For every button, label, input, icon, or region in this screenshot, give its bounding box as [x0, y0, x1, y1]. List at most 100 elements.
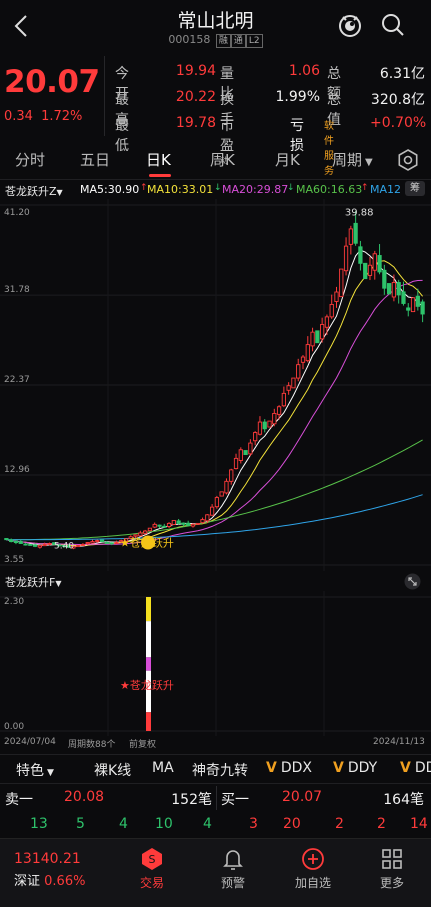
tab-monthly-k[interactable]: 月K [275, 151, 300, 169]
turnover-amount-label: 总额 [327, 66, 341, 102]
assistant-icon[interactable] [337, 12, 363, 38]
open-value: 19.94 [175, 63, 216, 79]
ma-legend: 苍龙跃升Z▼ MA5:30.90 ↑ MA10:33.01 ↓ MA20:29.… [0, 181, 431, 199]
candle-body [410, 297, 416, 313]
connect-tag: 通 [230, 34, 246, 48]
candle-body [315, 330, 320, 344]
ma-line-10 [6, 260, 423, 546]
index-name: 深证 [14, 874, 41, 889]
candle-body [253, 432, 258, 442]
candle-body [61, 544, 66, 547]
candle-body [99, 539, 105, 543]
tab-intraday[interactable]: 分时 [15, 151, 46, 169]
candle-body [28, 543, 33, 546]
chart-grid [0, 199, 431, 571]
candle-body [257, 421, 263, 435]
sell-volume: 5 [76, 816, 85, 832]
svg-text:S: S [149, 853, 156, 866]
sector-change[interactable]: +0.70% [370, 115, 427, 131]
trade-volume-row: 13 5 4 10 4 3 20 2 2 14 [0, 814, 431, 836]
arrow-down-icon: ↓ [214, 183, 222, 193]
sell-volume: 4 [203, 816, 212, 832]
change-amount: 0.34 [4, 109, 33, 124]
buy-volume: 14 [410, 816, 428, 832]
candle-body [329, 303, 334, 318]
candle-body [233, 457, 239, 470]
back-icon[interactable] [12, 14, 30, 38]
nav-alert[interactable]: 预警 [203, 847, 263, 891]
candle-body [186, 522, 191, 526]
candle-body [162, 525, 167, 528]
signal-bar-segment [146, 621, 151, 658]
magic-nine-button[interactable]: 神奇九转 [192, 763, 248, 779]
kline-chart[interactable]: 41.20 31.78 22.37 12.96 3.55 39.88 5.40 ★苍龙跃升 [0, 199, 431, 571]
sell-volume: 13 [30, 816, 48, 832]
candle-body [214, 497, 220, 508]
ma-button[interactable]: MA [152, 760, 174, 776]
candle-body [52, 542, 57, 545]
ma120-value: MA12 [370, 183, 402, 196]
vip-icon: V [266, 760, 277, 776]
sub-indicator-chart[interactable]: 2.30 0.00 ★苍龙跃升 [0, 591, 431, 736]
sector-link[interactable]: 软件服务 [324, 121, 334, 177]
ddz-button[interactable]: VDD [400, 760, 431, 776]
indicator-settings-button[interactable]: 筹 [405, 181, 425, 196]
arrow-up-icon: ↑ [361, 183, 369, 193]
candle-body [13, 540, 19, 543]
order-book-row[interactable]: 卖一 20.08 152笔 买一 20.07 164笔 [0, 786, 431, 810]
candle-body [56, 544, 62, 547]
candle-body [47, 543, 52, 545]
candle-body [18, 541, 23, 544]
level2-tag: L2 [245, 34, 263, 48]
candle-body [190, 523, 196, 527]
caret-down-icon: ▼ [56, 188, 63, 197]
index-ticker[interactable]: 13140.21 深证 0.66% [14, 851, 85, 889]
pe-label: 市盈动 [220, 118, 234, 165]
candle-body [138, 532, 143, 537]
ma-line-20 [6, 279, 423, 545]
candle-body [181, 522, 186, 525]
adjust-mode[interactable]: 前复权 [129, 740, 157, 750]
candle-body [238, 449, 243, 461]
nav-more[interactable]: 更多 [362, 847, 422, 891]
buy-volume: 2 [377, 816, 386, 832]
candle-body [152, 523, 157, 528]
arrow-down-icon: ↓ [287, 183, 295, 193]
ddy-button[interactable]: V DDY [333, 760, 378, 776]
period-count: 周期数88个 [68, 740, 116, 750]
signal-bar-segment [146, 670, 151, 713]
expand-icon[interactable] [404, 573, 421, 590]
ddx-button[interactable]: V DDX [266, 760, 312, 776]
caret-down-icon: ▼ [55, 579, 62, 588]
nav-add-watchlist[interactable]: 加自选 [283, 847, 343, 891]
candle-body [363, 262, 368, 280]
tab-period[interactable]: 周期 ▼ [332, 151, 373, 169]
search-icon[interactable] [381, 13, 405, 37]
feature-menu[interactable]: 特色 ▼ [16, 763, 54, 779]
tab-weekly-k[interactable]: 周K [210, 151, 235, 169]
candle-body [281, 392, 286, 407]
bare-kline-button[interactable]: 裸K线 [94, 763, 132, 779]
settings-icon[interactable] [397, 149, 419, 171]
sub-indicator-select[interactable]: 苍龙跃升F▼ [5, 576, 62, 589]
main-indicator-select[interactable]: 苍龙跃升Z▼ [5, 185, 63, 198]
candle-body [296, 364, 301, 379]
candle-body [176, 520, 181, 524]
candle-body [300, 356, 306, 363]
end-date: 2024/11/13 [373, 737, 425, 747]
candle-body [348, 228, 353, 245]
candle-body [339, 268, 344, 298]
y-tick-label: 2.30 [4, 597, 24, 607]
candle-body [171, 520, 176, 525]
candle-body [243, 450, 248, 456]
price-change: 0.34 1.72% [4, 109, 82, 124]
candle-body [358, 246, 363, 264]
candle-body [272, 412, 277, 425]
tab-daily-k[interactable]: 日K [146, 151, 171, 169]
candle-body [224, 480, 229, 494]
candle-body [109, 542, 114, 545]
candle-body [119, 540, 124, 543]
candle-body [37, 544, 43, 548]
tab-five-day[interactable]: 五日 [80, 151, 111, 169]
nav-trade[interactable]: S 交易 [122, 847, 182, 891]
